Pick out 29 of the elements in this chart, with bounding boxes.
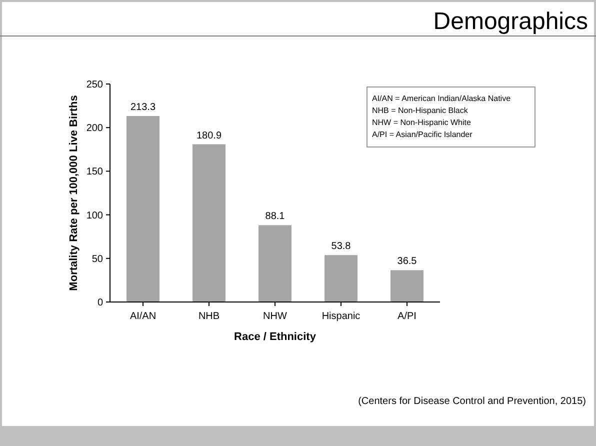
- y-tick-label: 200: [86, 123, 104, 134]
- annotation: AI/AN = American Indian/Alaska Native: [372, 94, 512, 103]
- y-tick-label: 250: [86, 80, 104, 90]
- bar: [324, 255, 358, 302]
- y-tick-label: 50: [92, 254, 104, 265]
- bar: [192, 144, 226, 302]
- y-axis-title: Mortality Rate per 100,000 Live Births: [68, 95, 80, 291]
- y-tick-label: 100: [86, 210, 104, 222]
- x-tick-label: AI/AN: [130, 311, 156, 322]
- data-label: 53.8: [331, 241, 352, 252]
- bar: [390, 270, 424, 302]
- text: Demographics: [433, 8, 588, 35]
- y-tick-label: 0: [97, 298, 104, 308]
- x-axis-title: Race / Ethnicity: [234, 331, 317, 343]
- text: (Centers for Disease Control and Prevention, 2015): [358, 396, 586, 407]
- x-tick-label: Hispanic: [322, 311, 360, 322]
- bar: [126, 116, 160, 302]
- data-label: 213.3: [130, 102, 156, 113]
- data-label: 180.9: [196, 130, 222, 142]
- x-tick-label: A/PI: [398, 311, 416, 322]
- annotation: NHB = Non-Hispanic Black: [372, 106, 469, 115]
- y-tick-label: 150: [86, 166, 104, 178]
- x-tick-label: NHB: [198, 311, 220, 322]
- data-label: 36.5: [397, 256, 418, 268]
- data-label: 88.1: [265, 211, 286, 222]
- annotation: NHW = Non-Hispanic White: [372, 118, 472, 127]
- x-tick-label: NHW: [263, 311, 288, 322]
- annotation: A/PI = Asian/Pacific Islander: [372, 130, 473, 139]
- bar: [258, 225, 292, 302]
